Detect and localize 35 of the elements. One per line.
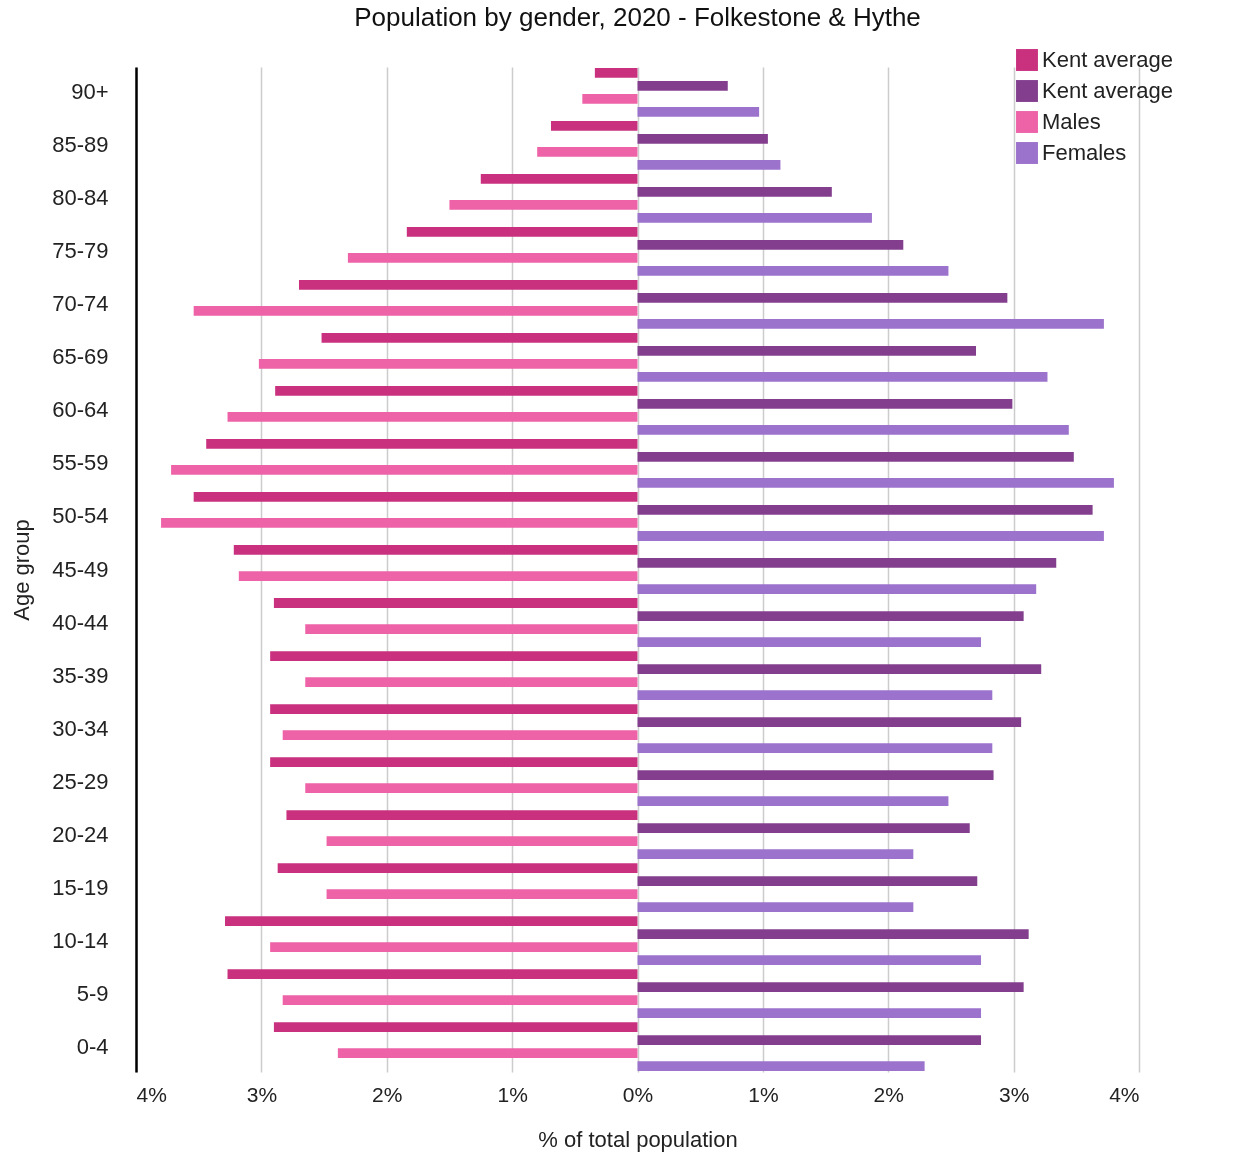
y-tick-label: 90+ <box>71 79 109 105</box>
y-tick-label: 0-4 <box>76 1033 109 1059</box>
x-axis-title: % of total population <box>538 1126 738 1152</box>
y-axis-title: Age group <box>9 519 35 621</box>
y-tick-label: 10-14 <box>52 927 109 953</box>
y-tick-label: 5-9 <box>76 980 109 1006</box>
y-tick-label: 50-54 <box>52 503 109 529</box>
x-tick-label: 4% <box>1109 1082 1140 1106</box>
legend-label: Males <box>1042 109 1101 134</box>
y-tick-label: 85-89 <box>52 132 109 158</box>
x-tick-label: 2% <box>372 1082 403 1106</box>
y-tick-label: 70-74 <box>52 291 109 317</box>
y-tick-label: 30-34 <box>52 715 109 741</box>
legend-label: Females <box>1042 140 1127 165</box>
y-tick-label: 40-44 <box>52 609 109 635</box>
x-tick-label: 3% <box>246 1082 278 1106</box>
x-tick-label: 4% <box>136 1082 167 1106</box>
legend-label: Kent average <box>1042 78 1173 103</box>
x-tick-label: 1% <box>497 1082 528 1106</box>
legend-label: Kent average <box>1042 47 1173 72</box>
y-tick-label: 75-79 <box>52 238 109 264</box>
x-tick-label: 3% <box>998 1082 1030 1106</box>
y-tick-label: 25-29 <box>52 768 109 794</box>
y-tick-label: 45-49 <box>52 556 109 582</box>
y-tick-label: 15-19 <box>52 874 109 900</box>
y-tick-label: 20-24 <box>52 821 109 847</box>
y-tick-label: 65-69 <box>52 344 109 370</box>
y-tick-label: 35-39 <box>52 662 109 688</box>
x-tick-label: 2% <box>873 1082 904 1106</box>
y-tick-label: 55-59 <box>52 450 109 476</box>
x-tick-label: 0% <box>622 1082 654 1106</box>
y-tick-label: 80-84 <box>52 185 109 211</box>
y-tick-label: 60-64 <box>52 397 109 423</box>
x-tick-label: 1% <box>748 1082 779 1106</box>
chart-title: Population by gender, 2020 - Folkestone & Hythe <box>354 2 921 32</box>
